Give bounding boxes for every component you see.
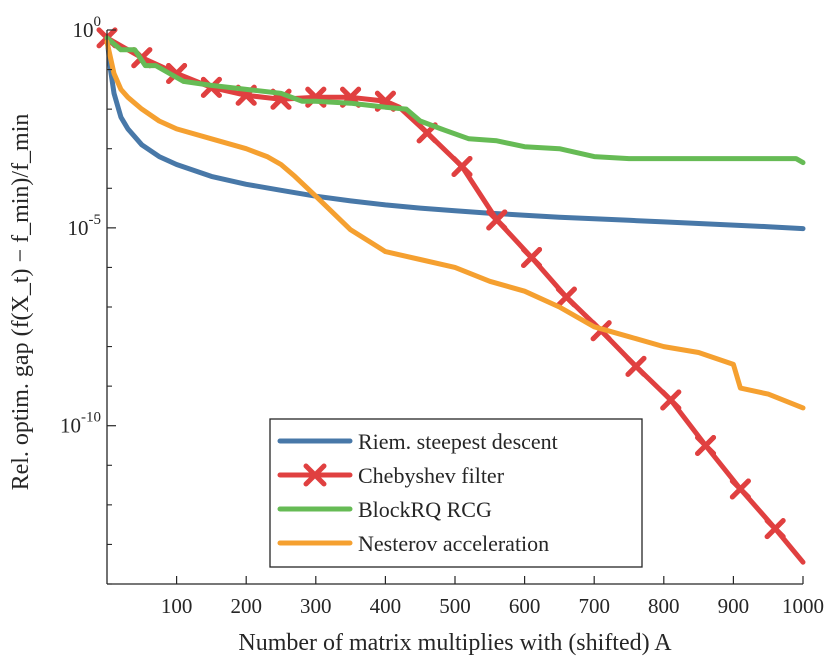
- legend-label-2: BlockRQ RCG: [358, 497, 492, 522]
- series-line-3: [104, 39, 806, 411]
- series-marker-1-19: [729, 478, 751, 500]
- series-line-0: [104, 35, 806, 232]
- y-axis-label: Rel. optim. gap (f(X_t) − f_min)/f_min: [8, 114, 34, 491]
- series-marker-1-11: [451, 156, 473, 178]
- y-tick-label: 10-10: [60, 410, 101, 438]
- x-tick-label: 500: [439, 594, 471, 618]
- x-tick-label: 900: [718, 594, 750, 618]
- x-tick-label: 800: [648, 594, 680, 618]
- series-marker-1-13: [521, 247, 543, 269]
- x-axis-label: Number of matrix multiplies with (shifte…: [238, 630, 672, 656]
- legend-label-1: Chebyshev filter: [358, 463, 505, 488]
- y-tick-label: 100: [73, 14, 102, 42]
- x-tick-label: 600: [509, 594, 541, 618]
- x-tick-label: 100: [161, 594, 193, 618]
- x-tick-label: 1000: [782, 594, 824, 618]
- x-tick-label: 400: [370, 594, 402, 618]
- series-marker-1-14: [555, 286, 577, 308]
- series-marker-1-20: [764, 518, 786, 540]
- legend: Riem. steepest descent Chebyshev filter Bl…: [269, 418, 643, 568]
- series-marker-1-17: [660, 389, 682, 411]
- series-marker-1-12: [486, 209, 508, 231]
- y-tick-label: 10-5: [68, 212, 102, 240]
- x-tick-label: 700: [578, 594, 610, 618]
- series-line-2: [104, 35, 806, 166]
- series-layer: [96, 27, 806, 565]
- series-line-1: [104, 35, 806, 565]
- legend-marker-1: [303, 463, 327, 487]
- x-tick-label: 300: [300, 594, 332, 618]
- legend-label-3: Nesterov acceleration: [358, 531, 549, 556]
- x-tick-label: 200: [230, 594, 262, 618]
- series-marker-1-18: [695, 435, 717, 456]
- series-marker-1-16: [625, 355, 647, 377]
- legend-label-0: Riem. steepest descent: [358, 429, 558, 454]
- axes-layer: 100 200 300 400 500 600 700 800 900 1000 100 10-5 10…: [60, 14, 824, 618]
